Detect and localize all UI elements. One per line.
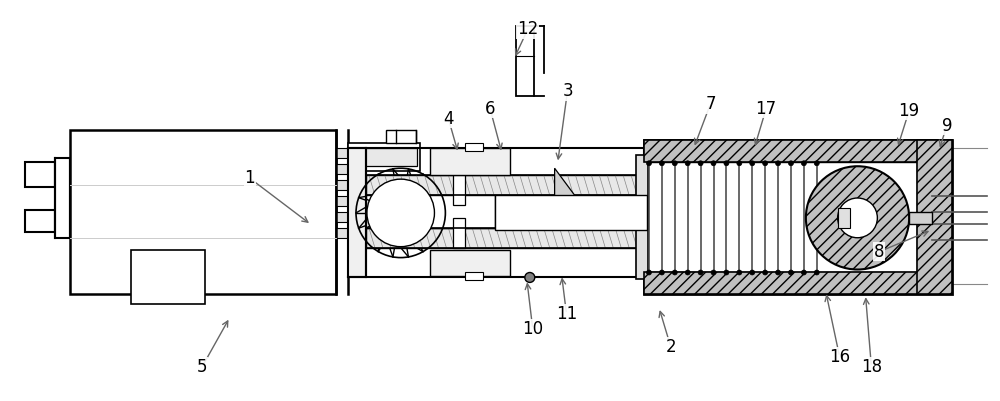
Bar	[430, 250, 510, 276]
Circle shape	[814, 161, 819, 166]
Circle shape	[646, 270, 651, 275]
Circle shape	[698, 270, 703, 275]
Circle shape	[801, 161, 806, 166]
Bar	[131, 250, 205, 304]
Bar	[644, 273, 723, 288]
Bar	[336, 228, 348, 238]
Bar	[636, 155, 648, 279]
Text: 5: 5	[197, 358, 207, 376]
Text: 7: 7	[705, 95, 716, 113]
Bar	[646, 274, 666, 282]
Bar	[348, 148, 366, 277]
Bar	[386, 130, 416, 144]
Bar	[465, 144, 483, 151]
Circle shape	[737, 161, 742, 166]
Polygon shape	[366, 199, 391, 228]
Bar	[644, 162, 917, 273]
Bar	[644, 140, 952, 294]
Circle shape	[659, 161, 664, 166]
Circle shape	[763, 161, 768, 166]
Bar	[644, 273, 952, 294]
Bar	[917, 140, 952, 294]
Circle shape	[659, 270, 664, 275]
Polygon shape	[555, 168, 574, 220]
Circle shape	[801, 270, 806, 275]
Circle shape	[367, 179, 434, 247]
Bar	[366, 228, 644, 248]
Circle shape	[763, 270, 768, 275]
Bar	[516, 26, 534, 96]
Bar	[336, 148, 348, 158]
Circle shape	[724, 270, 729, 275]
Bar	[351, 148, 417, 166]
Circle shape	[646, 161, 651, 166]
Circle shape	[685, 270, 690, 275]
Circle shape	[672, 161, 677, 166]
Text: 9: 9	[942, 117, 952, 134]
Bar	[366, 228, 644, 248]
Bar	[70, 130, 336, 294]
Circle shape	[525, 273, 535, 282]
Bar	[348, 144, 420, 171]
Bar	[336, 212, 348, 222]
Circle shape	[750, 270, 755, 275]
Bar	[644, 140, 723, 155]
Bar	[55, 158, 70, 238]
Text: 1: 1	[244, 169, 255, 187]
Circle shape	[814, 270, 819, 275]
Bar	[336, 180, 348, 190]
Text: 19: 19	[899, 101, 920, 119]
Text: 3: 3	[562, 82, 573, 100]
Circle shape	[750, 161, 755, 166]
Bar	[366, 175, 644, 195]
Bar	[366, 195, 495, 228]
Circle shape	[776, 161, 781, 166]
Circle shape	[838, 198, 877, 238]
Text: 4: 4	[443, 109, 454, 128]
Bar	[25, 210, 55, 232]
Bar	[336, 196, 348, 206]
Bar	[366, 148, 644, 277]
Circle shape	[711, 161, 716, 166]
Bar	[838, 208, 850, 228]
Bar	[453, 218, 465, 248]
Circle shape	[672, 270, 677, 275]
Bar	[465, 273, 483, 280]
Circle shape	[724, 161, 729, 166]
Circle shape	[711, 270, 716, 275]
Bar	[336, 164, 348, 174]
Polygon shape	[366, 200, 430, 228]
Text: 17: 17	[756, 99, 777, 117]
Text: 10: 10	[522, 320, 543, 338]
Bar	[495, 195, 647, 230]
Circle shape	[788, 161, 793, 166]
Circle shape	[776, 270, 781, 275]
Text: 16: 16	[829, 348, 850, 366]
Circle shape	[806, 166, 909, 269]
Bar	[366, 175, 644, 195]
Circle shape	[737, 270, 742, 275]
Bar	[25, 162, 55, 187]
Circle shape	[788, 270, 793, 275]
Bar	[430, 148, 510, 175]
Text: 2: 2	[665, 338, 676, 356]
Text: 11: 11	[556, 305, 577, 323]
Text: 6: 6	[485, 99, 495, 117]
Bar	[644, 140, 952, 162]
Text: 18: 18	[861, 358, 882, 376]
Circle shape	[698, 161, 703, 166]
Bar	[453, 175, 465, 205]
Text: 12: 12	[517, 20, 538, 38]
Circle shape	[685, 161, 690, 166]
Bar	[909, 212, 932, 224]
Text: 8: 8	[874, 243, 885, 261]
